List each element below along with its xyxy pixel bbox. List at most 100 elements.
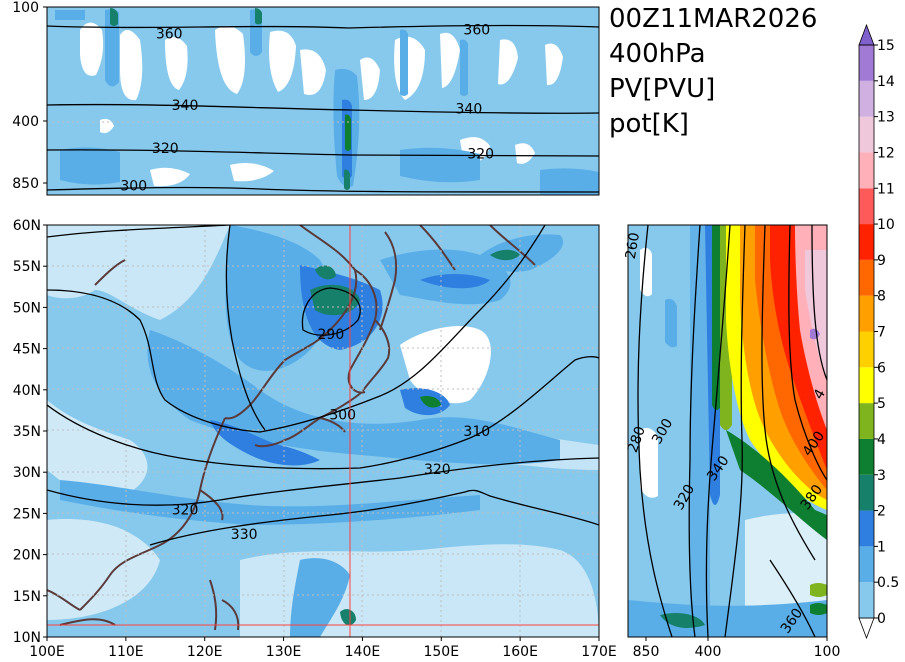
colorbar (858, 23, 875, 640)
colorbar-bin (859, 403, 874, 439)
theta-contour-value: 300 (120, 179, 147, 195)
theta-contour-value: 290 (318, 327, 345, 343)
lon-tick-label: 160E (502, 644, 538, 660)
colorbar-tick-label: 1 (877, 539, 886, 555)
theta-contour-label: 320 (467, 147, 494, 163)
theta-contour-value: 320 (152, 141, 179, 157)
theta-contour-label: 330 (231, 527, 258, 543)
theta-contour-label: 320 (152, 141, 179, 157)
lat-tick-label: 15N (13, 589, 41, 605)
colorbar-bin (859, 259, 874, 296)
level-label: 400hPa (609, 39, 706, 69)
contour-field-label: pot[K] (609, 109, 689, 139)
top-pressure-ticks: 100 400 850 (12, 0, 47, 192)
theta-contour-value: 360 (156, 26, 183, 42)
pressure-tick-label: 850 (12, 176, 39, 192)
main-map-panel (46, 224, 600, 638)
theta-contour-value: 320 (424, 462, 451, 478)
colorbar-bin (859, 45, 874, 81)
shaded-field-label: PV[PVU] (609, 74, 716, 104)
colorbar-min-extension (858, 617, 875, 640)
colorbar-tick-label: 0.5 (877, 575, 899, 591)
colorbar-bin (859, 474, 874, 511)
colorbar-bin (859, 152, 874, 189)
theta-contour-value: 330 (231, 527, 258, 543)
lon-tick-label: 120E (187, 644, 223, 660)
theta-contour-value: 320 (467, 147, 494, 163)
lat-tick-label: 25N (13, 506, 41, 522)
lat-tick-label: 55N (13, 259, 41, 275)
colorbar-bin (859, 438, 874, 475)
theta-contour-label: 360 (156, 26, 183, 42)
lon-tick-label: 130E (266, 644, 302, 660)
colorbar-bin (859, 582, 874, 618)
main-longitude-ticks: 100E 110E 120E 130E 140E 150E 160E 170E (29, 637, 617, 660)
theta-contour-label: 260 (623, 231, 643, 260)
colorbar-tick-label: 15 (877, 38, 895, 54)
pressure-tick-label: 850 (633, 644, 660, 660)
colorbar-tick-label: 7 (877, 325, 886, 341)
theta-contour-label: 360 (463, 23, 490, 39)
theta-contour-label: 300 (120, 179, 147, 195)
lat-tick-label: 20N (13, 548, 41, 564)
lat-tick-label: 60N (13, 218, 41, 234)
lon-tick-label: 100E (29, 644, 65, 660)
colorbar-tick-label: 10 (877, 217, 895, 233)
pressure-tick-label: 400 (12, 114, 39, 130)
colorbar-tick-label: 14 (877, 74, 895, 90)
main-latitude-ticks: 10N 15N 20N 25N 30N 35N 40N 45N 50N 55N 60N (13, 218, 47, 646)
theta-contour-value: 340 (456, 102, 483, 118)
theta-contour-value: 340 (172, 98, 199, 114)
colorbar-tick-label: 6 (877, 360, 886, 376)
theta-contour-value: 260 (623, 231, 643, 260)
pressure-tick-label: 100 (814, 644, 841, 660)
colorbar-bin (859, 116, 874, 153)
colorbar-bin (859, 546, 874, 583)
pressure-tick-label: 400 (695, 644, 722, 660)
theta-contour-value: 300 (329, 408, 356, 424)
colorbar-max-extension (858, 23, 875, 46)
top-theta-labels: 360 360 340 340 320 320 300 (120, 23, 494, 195)
side-cross-section-panel (627, 224, 828, 638)
theta-contour-label: 310 (463, 424, 490, 440)
lon-tick-label: 140E (345, 644, 381, 660)
theta-contour-value: 310 (463, 424, 490, 440)
theta-contour-label: 290 (318, 327, 345, 343)
lat-tick-label: 10N (13, 630, 41, 646)
colorbar-bin (859, 510, 874, 547)
colorbar-bin (859, 188, 874, 225)
theta-contour-label: 320 (424, 462, 451, 478)
pressure-tick-label: 100 (12, 0, 39, 16)
theta-contour-label: 320 (172, 502, 199, 518)
theta-contour-value: 320 (172, 502, 199, 518)
top-cross-section-panel (46, 6, 600, 196)
colorbar-bin (859, 331, 874, 368)
colorbar-bin (859, 80, 874, 117)
theta-contour-value: 360 (463, 23, 490, 39)
colorbar-tick-label: 2 (877, 504, 886, 520)
lon-tick-label: 170E (581, 644, 617, 660)
colorbar-bin (859, 367, 874, 404)
main-theta-labels: 290 300 310 320 320 330 (172, 327, 491, 543)
lon-tick-label: 150E (423, 644, 459, 660)
theta-contour-label: 340 (456, 102, 483, 118)
colorbar-bin (859, 224, 874, 260)
colorbar-tick-label: 11 (877, 181, 895, 197)
lon-tick-label: 110E (108, 644, 144, 660)
theta-contour-label: 300 (329, 408, 356, 424)
colorbar-tick-label: 4 (877, 432, 886, 448)
colorbar-bin (859, 295, 874, 332)
theta-contour-label: 340 (172, 98, 199, 114)
lat-tick-label: 35N (13, 424, 41, 440)
colorbar-tick-label: 8 (877, 289, 886, 305)
side-pressure-ticks: 850 400 100 (633, 637, 841, 660)
colorbar-tick-label: 9 (877, 253, 886, 269)
valid-time-label: 00Z11MAR2026 (609, 4, 818, 34)
colorbar-tick-label: 5 (877, 396, 886, 412)
lat-tick-label: 45N (13, 342, 41, 358)
lat-tick-label: 40N (13, 383, 41, 399)
colorbar-tick-label: 13 (877, 110, 895, 126)
colorbar-tick-label: 3 (877, 468, 886, 484)
